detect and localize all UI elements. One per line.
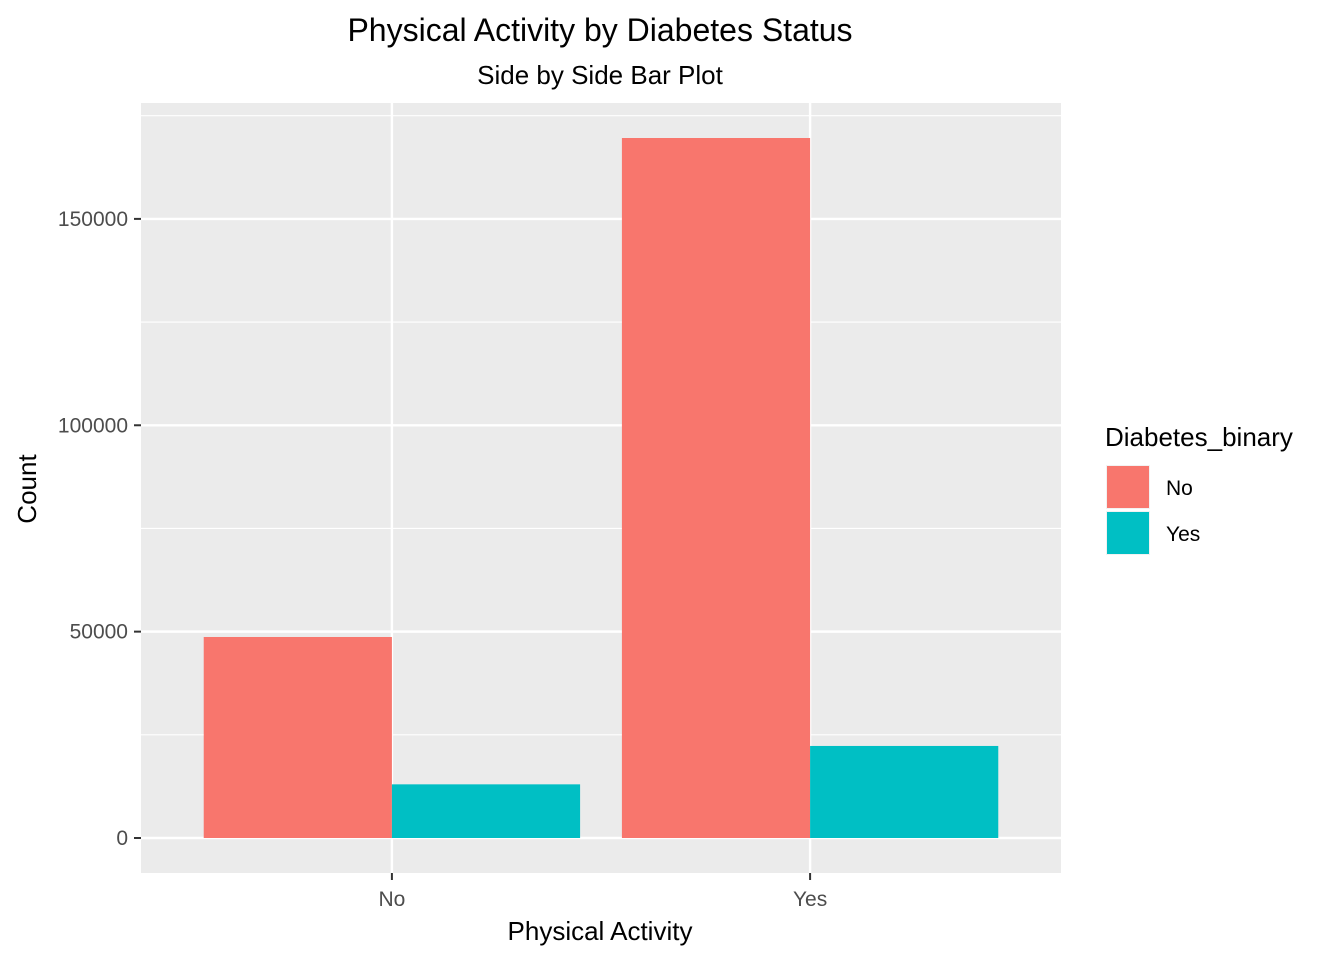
y-axis-title: Count [12,454,42,524]
bar-no-yes [391,784,581,838]
legend-swatch-yes [1107,512,1149,554]
legend-title: Diabetes_binary [1105,422,1293,452]
chart-title: Physical Activity by Diabetes Status [347,12,852,48]
y-tick-label: 150000 [58,208,128,231]
chart-subtitle: Side by Side Bar Plot [477,60,723,90]
bar-no-no [203,636,392,838]
y-tick-label: 50000 [70,621,128,644]
bar-yes-yes [810,745,999,838]
legend-label: No [1166,477,1193,500]
legend: Diabetes_binary No Yes [1105,422,1293,555]
bars [203,138,999,838]
x-axis-title: Physical Activity [508,916,693,946]
y-tick-label: 100000 [58,414,128,437]
y-tick-label: 0 [116,827,128,850]
y-axis: 0 50000 100000 150000 [58,208,141,850]
x-tick-label: Yes [793,888,827,911]
x-tick-label: No [378,888,405,911]
legend-swatch-no [1107,466,1149,508]
bar-yes-no [621,138,811,838]
legend-label: Yes [1166,523,1200,546]
x-axis: No Yes [378,873,827,911]
